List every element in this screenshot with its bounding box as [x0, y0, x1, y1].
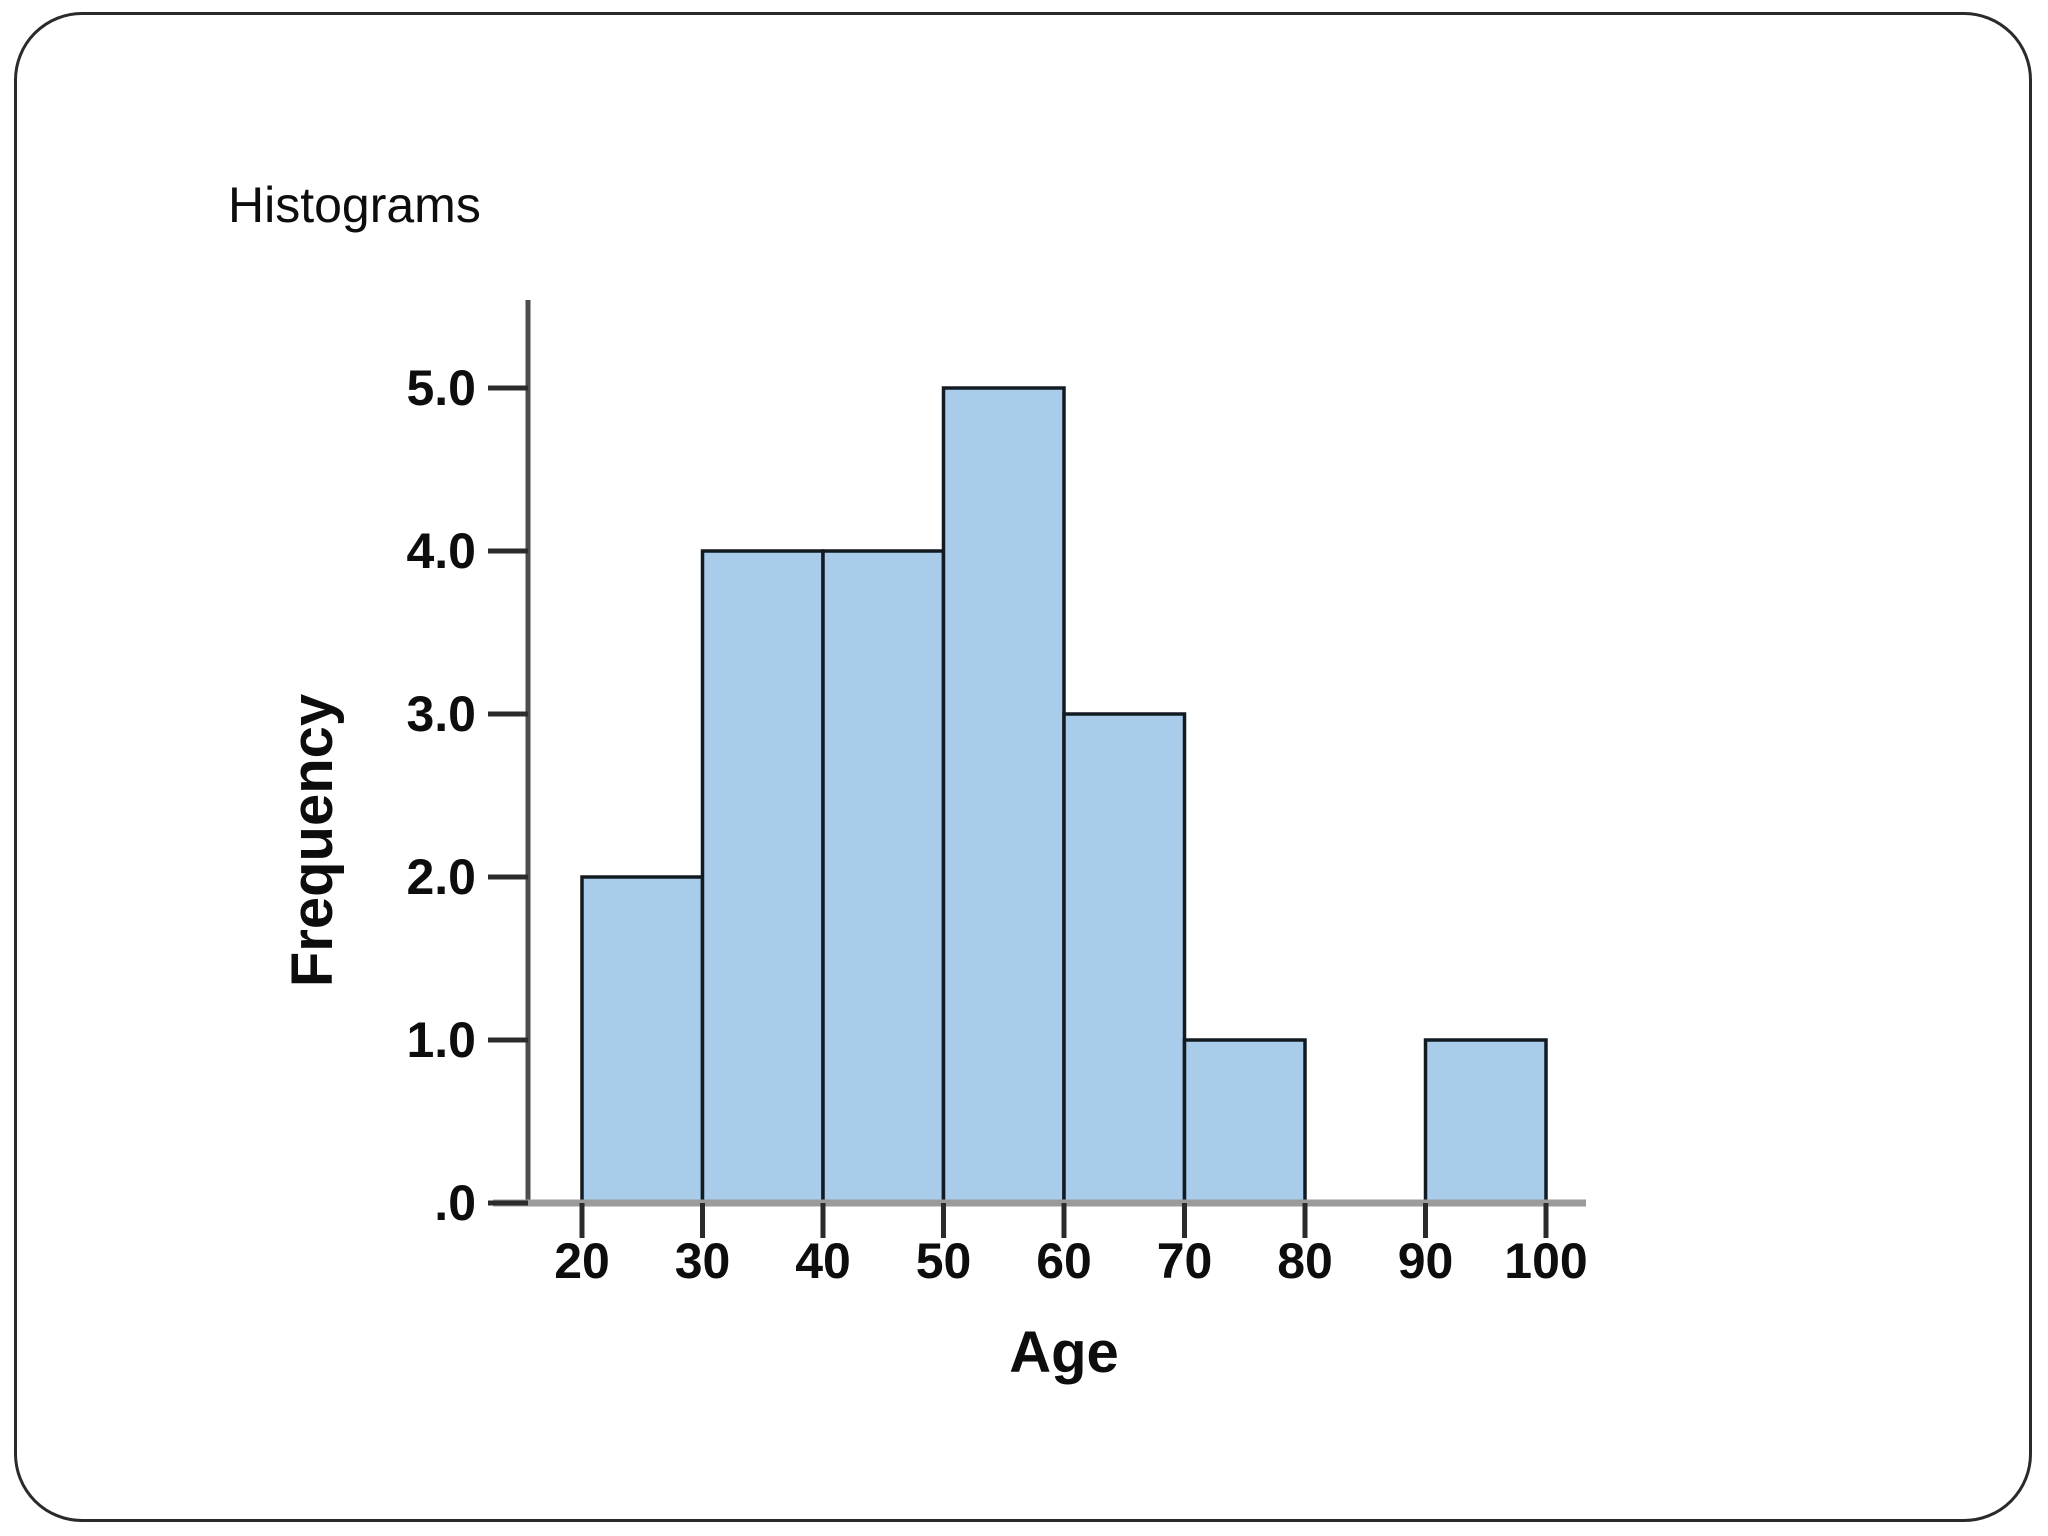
histogram-bar [1062, 712, 1187, 1205]
histogram-bar [821, 549, 946, 1205]
x-tick-label: 60 [1036, 1233, 1092, 1289]
y-tick-label: 1.0 [406, 1012, 476, 1068]
histogram-bar [1423, 1038, 1548, 1205]
x-tick-label: 90 [1398, 1233, 1454, 1289]
x-tick-label: 50 [916, 1233, 972, 1289]
x-tick-label: 20 [554, 1233, 610, 1289]
y-tick-label: 5.0 [406, 360, 476, 416]
y-tick-label: 4.0 [406, 523, 476, 579]
x-axis-title: Age [1009, 1320, 1119, 1385]
x-tick-label: 40 [795, 1233, 851, 1289]
histogram-bar [1182, 1038, 1307, 1205]
y-axis-title: Frequency [280, 694, 345, 987]
histogram-bar [580, 875, 705, 1205]
x-tick-label: 80 [1277, 1233, 1333, 1289]
slide-frame-border [14, 12, 2032, 1522]
x-tick-label: 70 [1157, 1233, 1213, 1289]
y-tick-label: .0 [434, 1175, 476, 1231]
slide-title: Histograms [228, 177, 481, 233]
y-tick-label: 3.0 [406, 686, 476, 742]
histogram-bar [941, 386, 1066, 1205]
histogram-bar [700, 549, 825, 1205]
x-tick-label: 100 [1504, 1233, 1587, 1289]
x-tick-label: 30 [675, 1233, 731, 1289]
y-tick-label: 2.0 [406, 849, 476, 905]
